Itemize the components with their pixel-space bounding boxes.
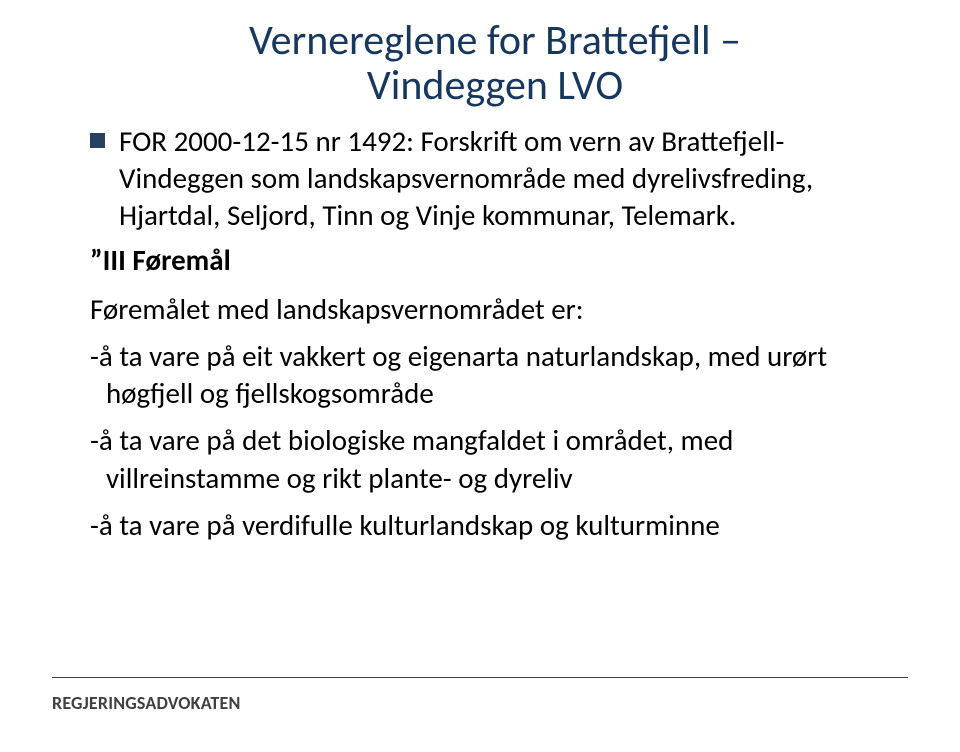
title-line-1: Vernereglene for Brattefjell – [249, 15, 741, 66]
list-item: -å ta vare på det biologiske mangfaldet … [90, 422, 900, 496]
footer-divider [52, 677, 908, 678]
footer-text: REGJERINGSADVOKATEN [52, 692, 241, 714]
list-item: -å ta vare på verdifulle kulturlandskap … [90, 507, 900, 544]
square-bullet-icon [90, 133, 105, 148]
bullet-item: FOR 2000-12-15 nr 1492: Forskrift om ver… [90, 123, 900, 234]
intro-line: Føremålet med landskapsvernområdet er: [90, 291, 900, 328]
title-line-2: Vindeggen LVO [367, 60, 623, 111]
slide: Vernereglene for Brattefjell – Vindeggen… [0, 0, 960, 752]
bullet-text: FOR 2000-12-15 nr 1492: Forskrift om ver… [119, 123, 900, 234]
slide-title: Vernereglene for Brattefjell – Vindeggen… [90, 18, 900, 109]
list-item: -å ta vare på eit vakkert og eigenarta n… [90, 338, 900, 412]
section-heading: ”III Føremål [90, 242, 900, 279]
